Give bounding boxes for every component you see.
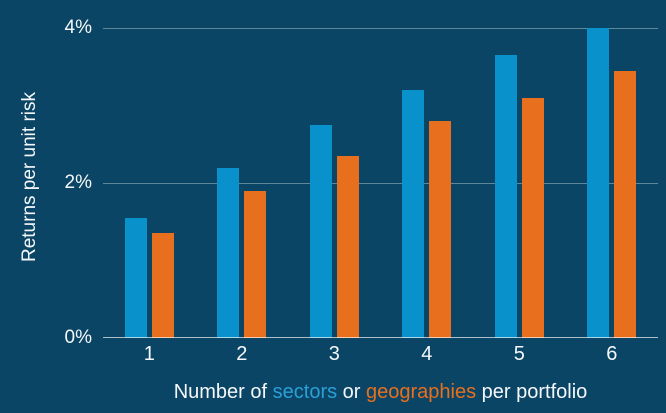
plot-area: 1 2 3 4 5 6 bbox=[103, 28, 659, 365]
bar-sectors-1 bbox=[124, 217, 147, 338]
bar-group-1: 1 bbox=[103, 28, 196, 365]
gridline-2% bbox=[103, 183, 658, 184]
x-tick-label: 3 bbox=[328, 343, 340, 365]
bar-geographies-3 bbox=[336, 155, 359, 338]
x-tick-label: 2 bbox=[236, 343, 248, 365]
x-axis-title-part: Number of bbox=[173, 381, 273, 403]
bar-geographies-4 bbox=[429, 121, 452, 338]
x-tick-label: 4 bbox=[421, 343, 433, 365]
bar-sectors-6 bbox=[587, 28, 610, 338]
bar-geographies-1 bbox=[151, 233, 174, 338]
x-axis-title: Number of sectors or geographies per por… bbox=[103, 380, 658, 404]
y-tick-label: 0% bbox=[64, 327, 92, 348]
bar-sectors-5 bbox=[494, 55, 517, 338]
y-tick-label: 2% bbox=[64, 172, 92, 193]
x-axis-title-part: geographies bbox=[366, 381, 477, 403]
x-tick-label: 5 bbox=[513, 343, 525, 365]
bar-group-5: 5 bbox=[473, 28, 566, 365]
bar-sectors-3 bbox=[309, 124, 332, 338]
x-axis-title-part: per portfolio bbox=[476, 381, 588, 403]
gridline-4% bbox=[103, 28, 658, 29]
x-tick-label: 6 bbox=[606, 343, 618, 365]
bar-geographies-6 bbox=[614, 70, 637, 338]
bar-group-3: 3 bbox=[288, 28, 381, 365]
x-axis-title-part: sectors bbox=[272, 381, 338, 403]
bar-sectors-4 bbox=[402, 90, 425, 338]
bar-group-2: 2 bbox=[196, 28, 289, 365]
x-axis-title-part: or bbox=[337, 381, 367, 403]
y-tick-label: 4% bbox=[64, 17, 92, 38]
bar-sectors-2 bbox=[217, 167, 240, 338]
bar-geographies-2 bbox=[244, 190, 267, 338]
gridline-0% bbox=[103, 337, 658, 338]
bar-geographies-5 bbox=[521, 97, 544, 338]
bar-group-4: 4 bbox=[381, 28, 474, 365]
x-tick-label: 1 bbox=[143, 343, 155, 365]
bar-group-6: 6 bbox=[566, 28, 659, 365]
